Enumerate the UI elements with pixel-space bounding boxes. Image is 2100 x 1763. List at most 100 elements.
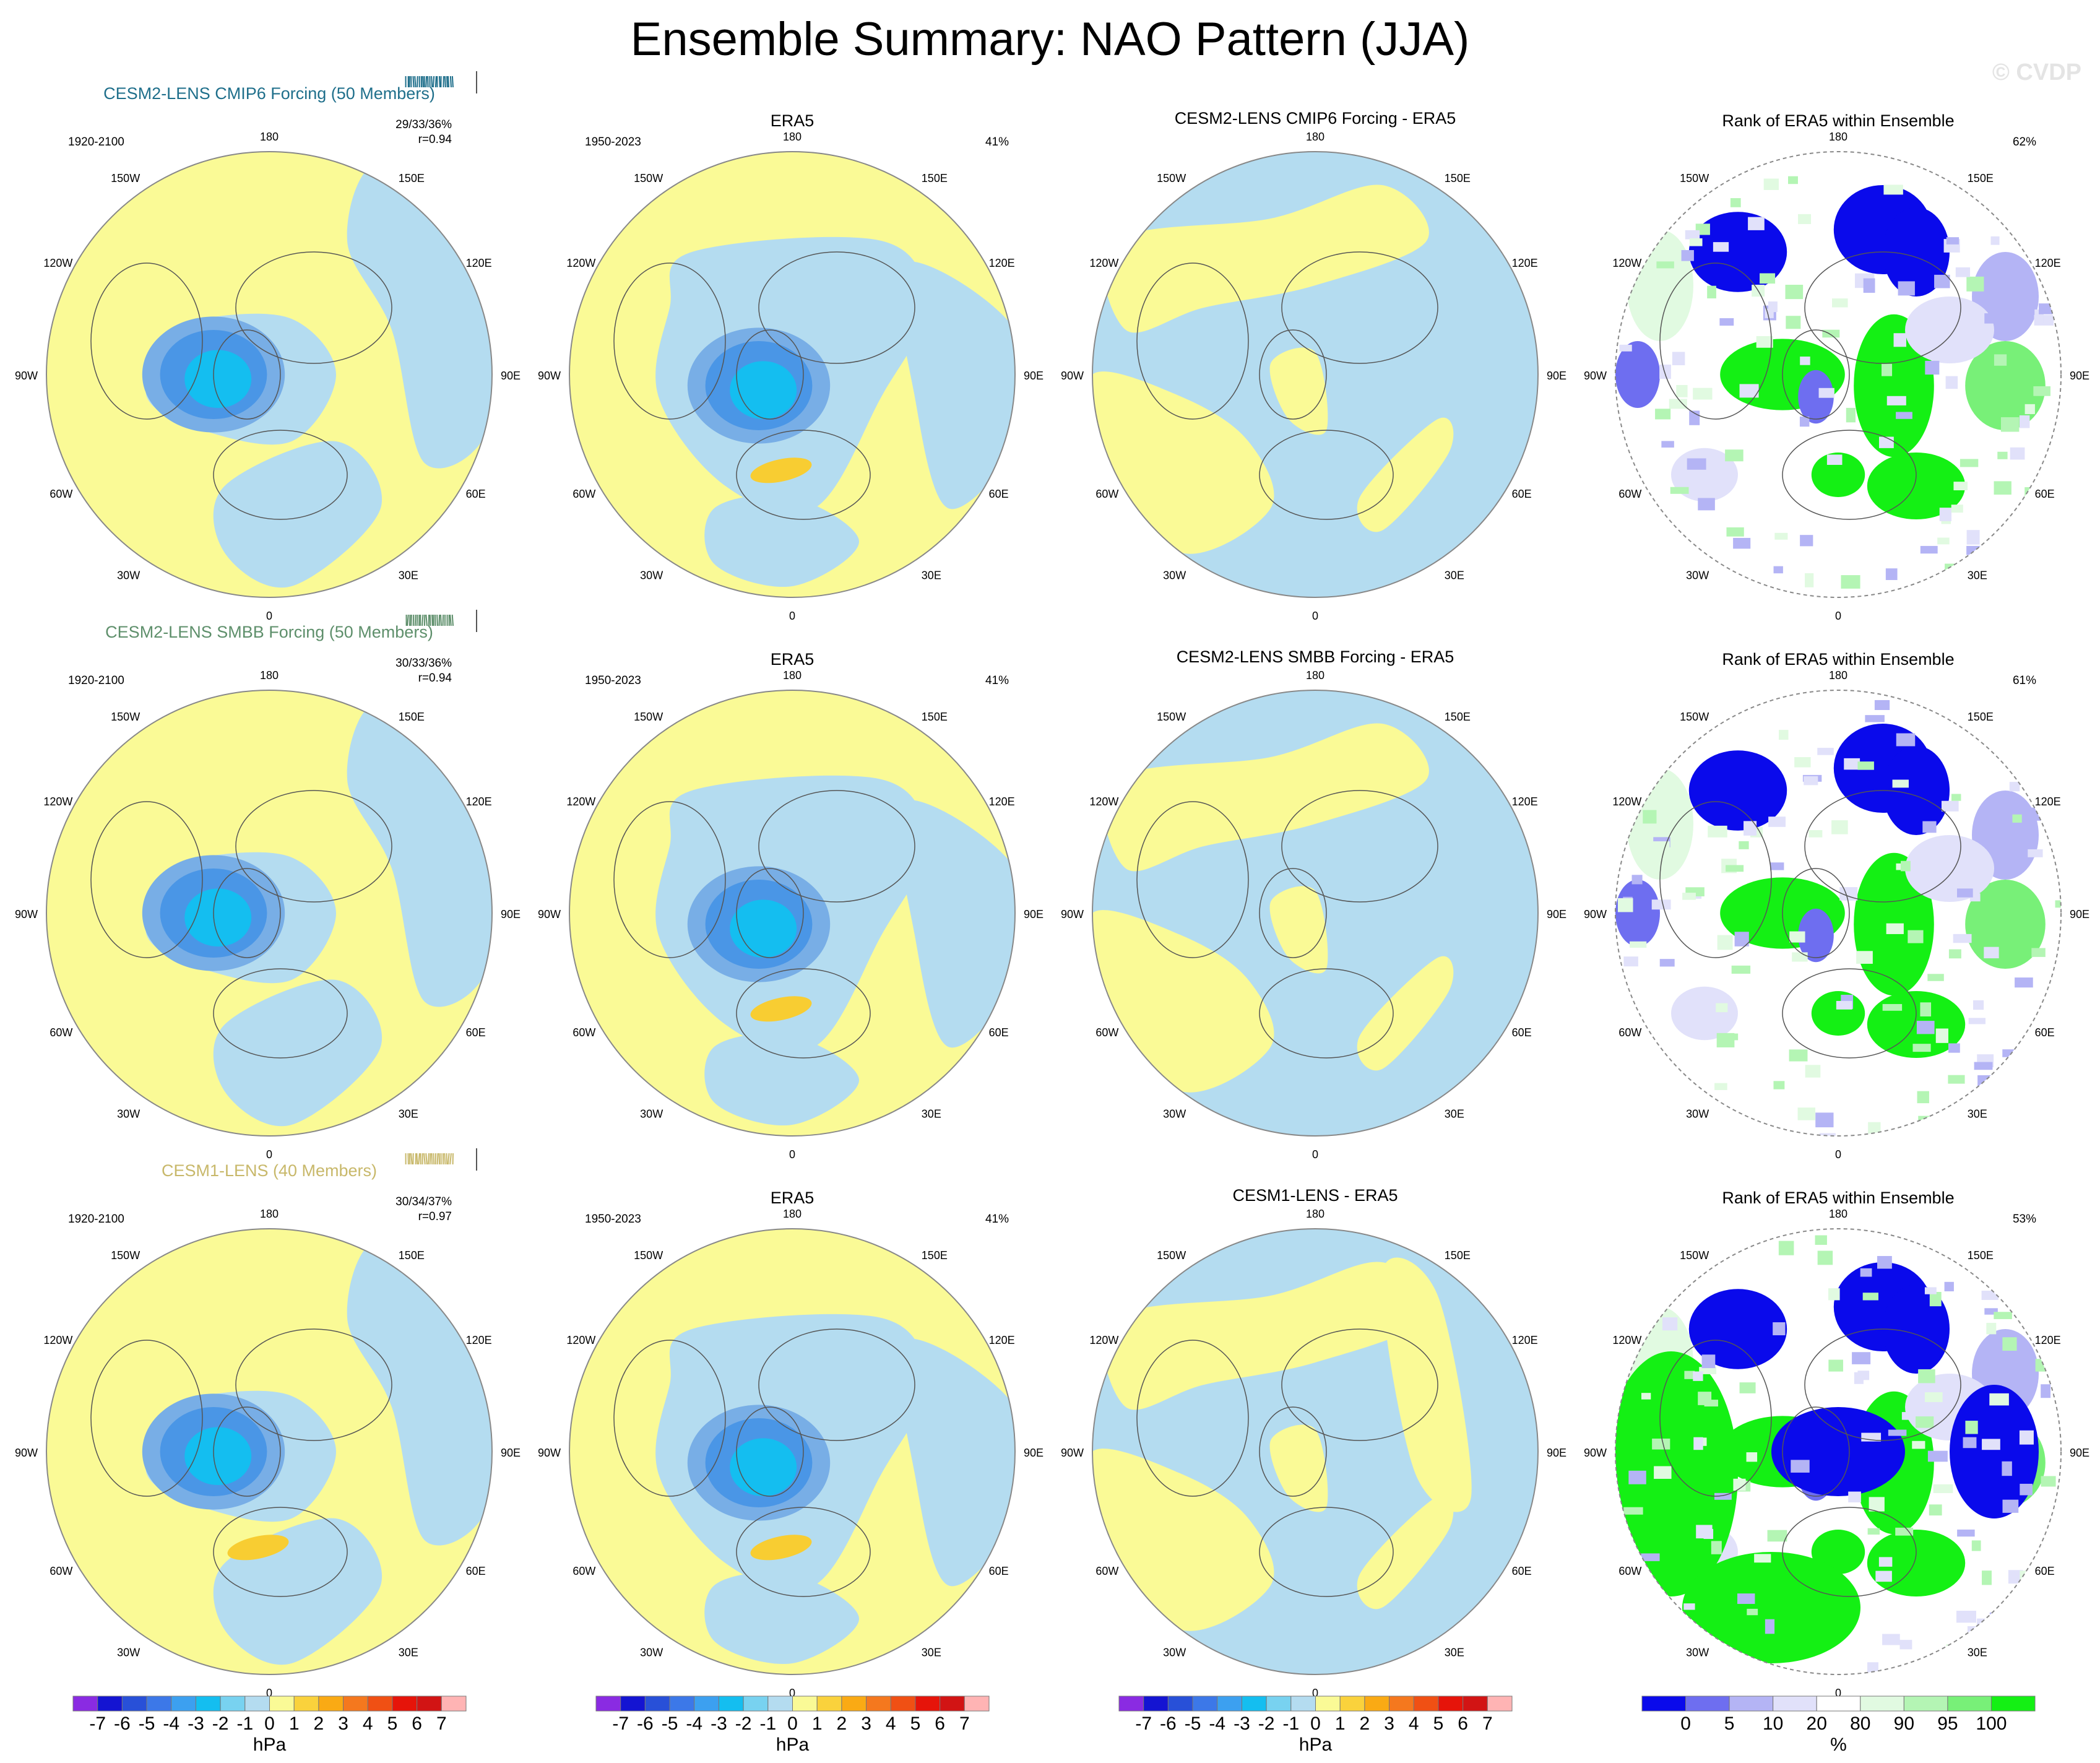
lon-label-upper_left_2: 120W [566, 795, 595, 808]
lon-label-lower_left_2: 30W [1163, 1107, 1186, 1120]
lon-label-lower_right_1: 60E [2035, 488, 2055, 500]
rank-region [1811, 453, 1865, 497]
lon-label-upper_left_1: 150W [111, 172, 140, 184]
rank-cell [1882, 1003, 1903, 1011]
coastline [1782, 1507, 1917, 1597]
lon-label-lower_left_1: 60W [1095, 1026, 1118, 1039]
rank-cell [1805, 1065, 1821, 1078]
colorbar-swatch [915, 1696, 941, 1712]
lon-label-lower_left_2: 30W [117, 1646, 140, 1658]
lon-label-lower_left_1: 60W [573, 1565, 595, 1577]
lon-label-upper_right_2: 120E [2035, 1334, 2061, 1346]
rank-cell [1630, 941, 1647, 948]
rank-cell [1651, 899, 1671, 910]
positive-anomaly [1104, 1262, 1429, 1410]
lon-label-upper_left_1: 150W [1680, 1249, 1709, 1262]
rank-cell [1661, 441, 1674, 448]
colorbar-tick: -6 [1160, 1713, 1177, 1734]
lon-label-upper_left_2: 120W [1612, 795, 1641, 808]
coastlines [613, 251, 915, 520]
rank-cell [1789, 931, 1805, 943]
lon-label-bottom: 0 [1835, 1148, 1841, 1161]
colorbar-tick: -3 [711, 1713, 727, 1734]
lon-label-left: 90W [1584, 370, 1607, 382]
watermark: © CVDP [1992, 59, 2081, 85]
lon-label-lower_right_1: 60E [989, 1565, 1009, 1577]
lon-label-lower_right_1: 60E [989, 1026, 1009, 1039]
lon-label-top: 180 [1306, 669, 1324, 682]
rank-cell [1791, 1460, 1810, 1473]
panel-title: CESM2-LENS SMBB Forcing (50 Members) [105, 623, 433, 641]
coastlines [1659, 790, 1961, 1059]
lon-label-top: 180 [260, 669, 279, 682]
lon-label-lower_left_2: 30W [640, 1107, 663, 1120]
rank-cell [1982, 1570, 1992, 1585]
colorbar-swatch [72, 1696, 98, 1712]
rank-cell [1984, 946, 1999, 959]
positive-contour [227, 1535, 289, 1561]
rank-cell [1974, 1062, 1993, 1070]
lon-label-left: 90W [15, 370, 38, 382]
lon-label-top: 180 [1829, 131, 1847, 143]
polar-map-obs-1: 180 0 90W 90E 150W 120W 60W 30W 150E 120E 60E 30E ER… [538, 111, 1044, 622]
rank-cell [2019, 415, 2030, 428]
panel-title: Rank of ERA5 within Ensemble [1722, 111, 1954, 130]
lon-label-upper_right_1: 150E [399, 711, 425, 723]
rank-region [1798, 370, 1834, 424]
colorbar-swatch [1413, 1696, 1439, 1712]
coastline [613, 1340, 726, 1497]
lon-label-lower_left_2: 30W [640, 1646, 663, 1658]
member-tick [433, 76, 435, 88]
rank-cell [1765, 1619, 1775, 1634]
rank-cell [1713, 242, 1729, 252]
rank-region [1627, 230, 1693, 341]
lon-label-lower_right_1: 60E [989, 488, 1009, 500]
coastline [213, 329, 281, 420]
coastline [736, 329, 804, 420]
rank-cell [1628, 1470, 1646, 1484]
rank-cell [1878, 1557, 1893, 1567]
coastlines [1136, 251, 1438, 520]
colorbar-hpa-2: -7 -6 -5 -4 -3 -2 -1 0 1 2 3 4 5 6 7 hPa [595, 1696, 990, 1755]
rank-cell [1641, 1393, 1651, 1400]
rank-cell [1653, 841, 1670, 856]
rank-cell [1844, 758, 1860, 770]
lon-label-upper_left_1: 150W [1157, 1249, 1186, 1262]
lon-label-right: 90E [1547, 1447, 1566, 1459]
map-field [569, 1229, 1015, 1674]
colorbar-tick: 0 [1310, 1713, 1321, 1734]
colorbar-swatch [195, 1696, 221, 1712]
rank-cell [1714, 1492, 1732, 1500]
colorbar-tick: 0 [264, 1713, 275, 1734]
lon-label-bottom: 0 [266, 1148, 272, 1161]
colorbar-tick: 7 [436, 1713, 447, 1734]
member-tick [431, 76, 433, 88]
map-border [1615, 1228, 2062, 1675]
rank-cell [1676, 384, 1688, 397]
polar-map-diff-3: 180 0 90W 90E 150W 120W 60W 30W 150E 120E 60E 30E CE… [1061, 1186, 1566, 1699]
rank-cell [1929, 1292, 1942, 1307]
coastline [1259, 868, 1327, 958]
colorbar-swatch [244, 1696, 270, 1712]
panel-years: 1950-2023 [585, 674, 641, 687]
colorbar-tick: 4 [363, 1713, 373, 1734]
lon-label-upper_left_1: 150W [634, 1249, 663, 1262]
rank-cell [1725, 1033, 1739, 1041]
map-field [569, 152, 1015, 597]
lon-label-top: 180 [783, 669, 802, 682]
rank-cell [2024, 404, 2035, 414]
lon-label-lower_left_1: 60W [1618, 1026, 1641, 1039]
rank-cell [1778, 1241, 1794, 1255]
colorbar-tick: 3 [338, 1713, 348, 1734]
colorbar-tick: -7 [1135, 1713, 1152, 1734]
colorbar-tick: -4 [1209, 1713, 1225, 1734]
rank-cell [1730, 198, 1741, 207]
positive-anomaly [1269, 1424, 1328, 1512]
lon-label-upper_left_2: 120W [43, 795, 72, 808]
positive-anomaly [1357, 417, 1454, 532]
rank-cell [1893, 333, 1906, 347]
lon-label-right: 90E [1024, 1447, 1044, 1459]
rank-cell [1682, 893, 1696, 900]
colorbar-tick: 3 [861, 1713, 871, 1734]
